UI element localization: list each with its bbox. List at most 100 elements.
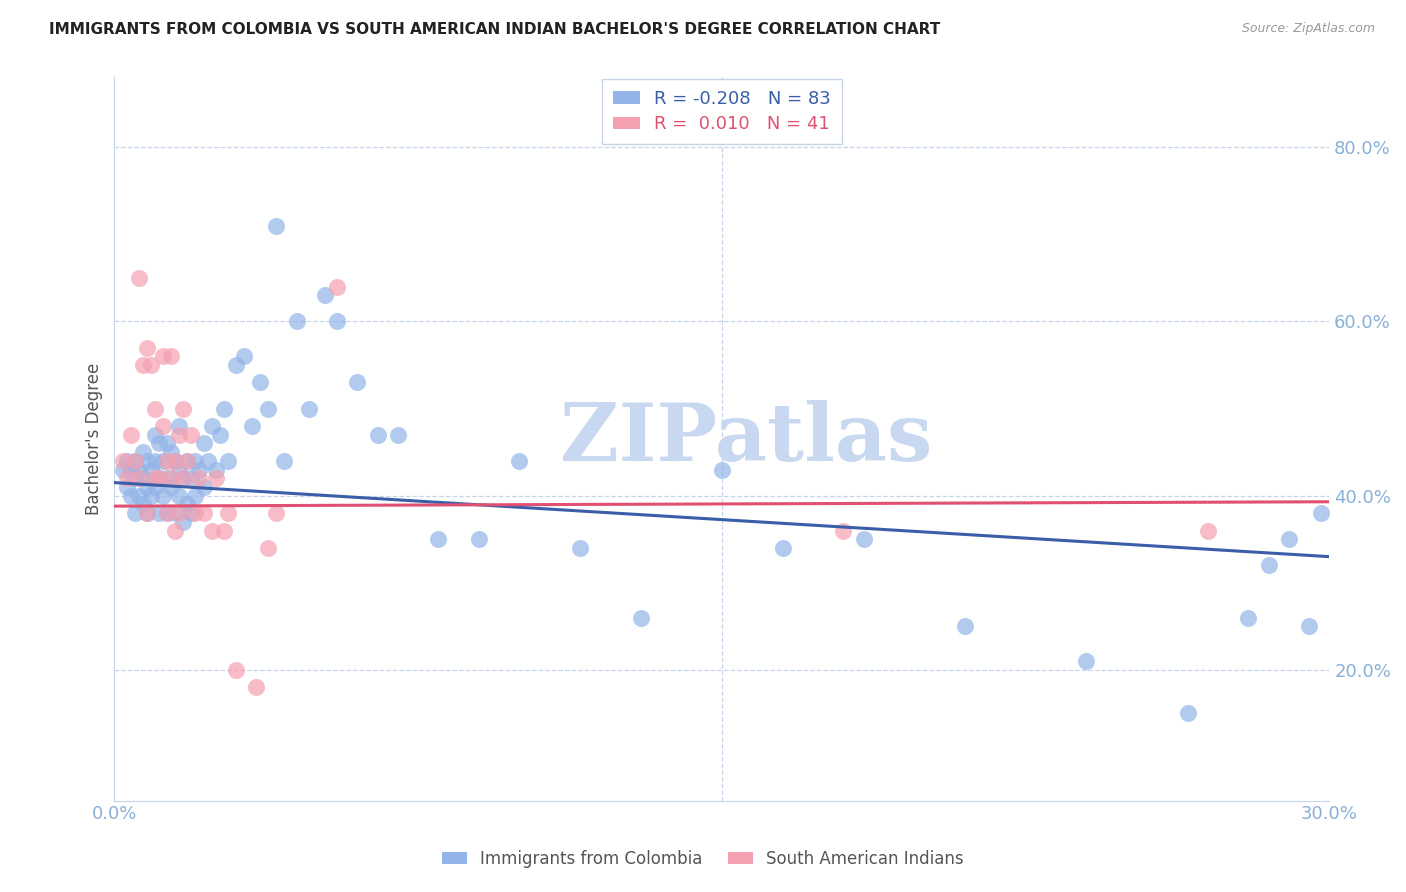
Point — [508, 454, 530, 468]
Point — [135, 506, 157, 520]
Point — [132, 471, 155, 485]
Point — [115, 454, 138, 468]
Point — [143, 427, 166, 442]
Text: IMMIGRANTS FROM COLOMBIA VS SOUTH AMERICAN INDIAN BACHELOR'S DEGREE CORRELATION : IMMIGRANTS FROM COLOMBIA VS SOUTH AMERIC… — [49, 22, 941, 37]
Point — [124, 506, 146, 520]
Point — [152, 349, 174, 363]
Point — [167, 427, 190, 442]
Point — [266, 506, 288, 520]
Point — [135, 454, 157, 468]
Point — [193, 506, 215, 520]
Point — [193, 480, 215, 494]
Point — [217, 454, 239, 468]
Point — [176, 454, 198, 468]
Point — [128, 462, 150, 476]
Point — [326, 314, 349, 328]
Point — [172, 401, 194, 416]
Point — [225, 358, 247, 372]
Y-axis label: Bachelor's Degree: Bachelor's Degree — [86, 363, 103, 516]
Point — [200, 419, 222, 434]
Point — [569, 541, 592, 555]
Point — [156, 436, 179, 450]
Point — [172, 515, 194, 529]
Point — [326, 279, 349, 293]
Point — [266, 219, 288, 233]
Point — [387, 427, 409, 442]
Point — [139, 489, 162, 503]
Point — [184, 506, 207, 520]
Point — [167, 489, 190, 503]
Point — [710, 462, 733, 476]
Point — [143, 454, 166, 468]
Point — [630, 610, 652, 624]
Point — [1257, 558, 1279, 573]
Point — [115, 471, 138, 485]
Point — [135, 341, 157, 355]
Point — [160, 471, 183, 485]
Point — [135, 506, 157, 520]
Point — [208, 427, 231, 442]
Point — [427, 533, 450, 547]
Point — [197, 454, 219, 468]
Point — [165, 454, 187, 468]
Point — [180, 471, 202, 485]
Point — [184, 454, 207, 468]
Point — [249, 376, 271, 390]
Point — [193, 436, 215, 450]
Point — [273, 454, 295, 468]
Point — [180, 427, 202, 442]
Point — [257, 541, 280, 555]
Point — [285, 314, 308, 328]
Legend: R = -0.208   N = 83, R =  0.010   N = 41: R = -0.208 N = 83, R = 0.010 N = 41 — [602, 79, 842, 145]
Point — [124, 454, 146, 468]
Point — [172, 471, 194, 485]
Point — [135, 480, 157, 494]
Text: Source: ZipAtlas.com: Source: ZipAtlas.com — [1241, 22, 1375, 36]
Point — [165, 454, 187, 468]
Point — [188, 471, 211, 485]
Point — [165, 524, 187, 538]
Point — [132, 497, 155, 511]
Point — [298, 401, 321, 416]
Point — [217, 506, 239, 520]
Point — [200, 524, 222, 538]
Point — [233, 349, 256, 363]
Point — [152, 454, 174, 468]
Point — [132, 445, 155, 459]
Point — [160, 445, 183, 459]
Point — [128, 270, 150, 285]
Point — [1278, 533, 1301, 547]
Point — [143, 471, 166, 485]
Point — [128, 489, 150, 503]
Point — [314, 288, 336, 302]
Point — [204, 471, 226, 485]
Point — [1177, 706, 1199, 721]
Point — [176, 497, 198, 511]
Point — [1197, 524, 1219, 538]
Point — [128, 471, 150, 485]
Point — [1237, 610, 1260, 624]
Point — [152, 419, 174, 434]
Point — [240, 419, 263, 434]
Point — [156, 454, 179, 468]
Point — [156, 471, 179, 485]
Point — [172, 471, 194, 485]
Point — [139, 358, 162, 372]
Point — [160, 480, 183, 494]
Text: ZIPatlas: ZIPatlas — [560, 400, 932, 478]
Point — [225, 663, 247, 677]
Point — [111, 454, 134, 468]
Point — [1298, 619, 1320, 633]
Point — [148, 506, 170, 520]
Point — [204, 462, 226, 476]
Point — [468, 533, 491, 547]
Point — [120, 462, 142, 476]
Point — [165, 506, 187, 520]
Point — [160, 349, 183, 363]
Point — [152, 489, 174, 503]
Point — [953, 619, 976, 633]
Point — [124, 471, 146, 485]
Point — [115, 480, 138, 494]
Point — [156, 506, 179, 520]
Point — [167, 506, 190, 520]
